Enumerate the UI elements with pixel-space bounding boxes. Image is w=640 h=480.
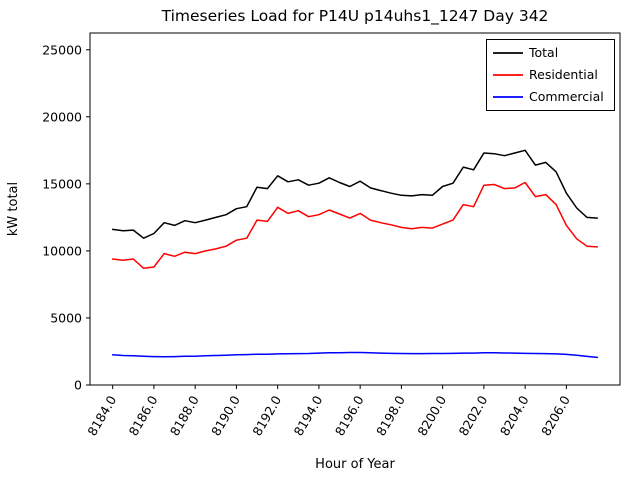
legend-label-commercial: Commercial [529, 89, 604, 104]
x-axis-label: Hour of Year [315, 457, 395, 472]
svg-text:5000: 5000 [50, 310, 82, 325]
series-line-residential [111, 181, 599, 270]
svg-text:10000: 10000 [42, 243, 82, 258]
legend: Total Residential Commercial [486, 39, 615, 111]
legend-entry-commercial: Commercial [493, 89, 604, 104]
y-axis-label: kW total [6, 182, 21, 236]
legend-label-total: Total [528, 45, 558, 60]
legend-entry-residential: Residential [493, 67, 598, 82]
legend-label-residential: Residential [529, 67, 598, 82]
series-line-commercial [111, 351, 599, 359]
svg-text:25000: 25000 [42, 42, 82, 57]
plot-border [89, 32, 621, 386]
svg-text:20000: 20000 [42, 109, 82, 124]
legend-entry-total: Total [493, 45, 558, 60]
chart-title: Timeseries Load for P14U p14uhs1_1247 Da… [161, 7, 549, 26]
y-axis-ticks: 0 5000 10000 15000 20000 25000 [42, 42, 90, 393]
series-lines [111, 149, 599, 359]
series-line-total [111, 149, 599, 239]
svg-text:15000: 15000 [42, 176, 82, 191]
svg-text:0: 0 [74, 378, 82, 393]
